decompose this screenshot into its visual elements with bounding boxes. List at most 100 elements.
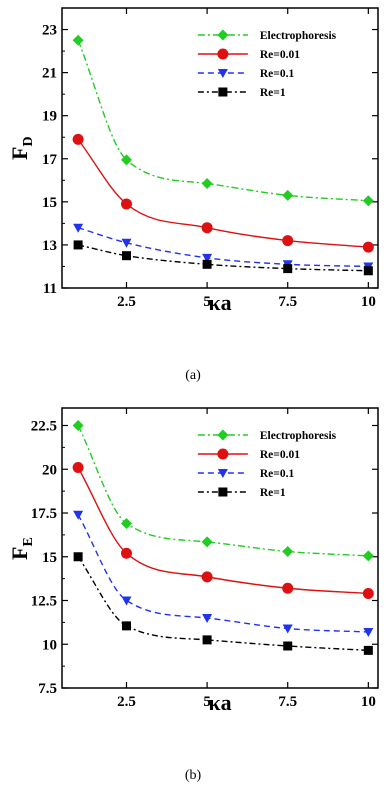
- x-tick-label: 2.5: [117, 294, 136, 310]
- data-point: [362, 588, 374, 599]
- y-tick-label: 11: [43, 281, 57, 297]
- legend: Electrophoresis Re=0.01 Re=0.1 Re=1: [197, 29, 337, 99]
- y-tick-label: 17: [42, 152, 58, 168]
- data-point: [363, 266, 373, 276]
- legend-label: Re=0.1: [260, 68, 295, 80]
- y-tick-label: 17.5: [31, 506, 57, 522]
- plot-frame: [61, 7, 379, 289]
- plot-frame: [61, 407, 379, 689]
- series-re-0-1: [73, 510, 374, 637]
- legend-label: Re=0.01: [260, 449, 300, 461]
- data-point: [202, 635, 212, 645]
- series-re-0-01: [72, 133, 374, 253]
- data-point: [121, 621, 131, 631]
- y-tick-label: 10: [42, 637, 57, 653]
- x-axis-label: κa: [208, 690, 231, 715]
- series-re-1: [73, 240, 373, 276]
- data-point: [73, 240, 83, 250]
- x-tick-label: 10: [361, 694, 376, 710]
- y-tick-label: 20: [42, 462, 57, 478]
- data-point: [201, 571, 213, 583]
- data-point: [121, 251, 131, 261]
- series-line: [77, 556, 369, 652]
- data-point: [282, 582, 294, 594]
- data-point: [362, 550, 374, 562]
- x-tick-label: 5: [203, 294, 211, 310]
- series-line: [77, 425, 369, 557]
- figure-b: 7.5 10 12.5 15 17.5 20 22.5 2.5 5 7.5 10 κa FE Electr…: [0, 400, 386, 800]
- x-tick-label: 5: [203, 694, 211, 710]
- legend-marker: [217, 448, 229, 460]
- data-point: [73, 510, 84, 520]
- legend-label: Re=1: [260, 87, 286, 99]
- data-point: [282, 189, 294, 201]
- x-tick-label: 7.5: [278, 294, 297, 310]
- data-point: [73, 552, 83, 562]
- data-point: [121, 596, 132, 606]
- data-point: [202, 259, 212, 269]
- data-point: [120, 547, 132, 559]
- data-point: [202, 614, 213, 623]
- series-line: [77, 138, 369, 248]
- figure-caption: (b): [184, 768, 202, 783]
- data-point: [72, 420, 84, 431]
- series-line: [77, 227, 369, 268]
- data-point: [282, 624, 293, 634]
- y-tick-label: 15: [42, 550, 57, 566]
- data-point: [202, 253, 213, 263]
- x-tick-label: 2.5: [117, 694, 136, 710]
- y-tick-label: 23: [42, 23, 57, 39]
- data-point: [120, 154, 132, 166]
- legend: Electrophoresis Re=0.01 Re=0.1 Re=1: [197, 429, 337, 499]
- data-point: [283, 264, 293, 274]
- legend-label: Re=1: [260, 487, 286, 499]
- series-line: [77, 244, 369, 272]
- figure-caption: (a): [185, 368, 201, 383]
- data-point: [73, 223, 84, 233]
- x-tick-label: 10: [361, 294, 376, 310]
- legend-marker: [217, 48, 229, 60]
- y-tick-label: 21: [42, 66, 57, 82]
- series-re-1: [73, 552, 373, 655]
- y-axis-label: FE: [7, 537, 36, 560]
- data-point: [72, 133, 84, 145]
- data-point: [363, 645, 373, 655]
- data-point: [72, 462, 84, 473]
- y-tick-label: 12.5: [31, 594, 57, 610]
- y-tick-label: 15: [42, 195, 57, 211]
- figure-a: 11 13 15 17 19 21 23 2.5 5 7.5 10 κa FD Electrophores…: [7, 7, 379, 383]
- data-point: [120, 518, 132, 529]
- y-tick-label: 13: [42, 238, 57, 254]
- series-line: [77, 40, 369, 202]
- legend-marker: [218, 487, 228, 497]
- legend-label: Re=0.01: [260, 49, 300, 61]
- y-tick-label: 19: [42, 109, 57, 125]
- y-tick-label: 22.5: [31, 419, 57, 435]
- x-axis-label: κa: [208, 290, 231, 315]
- legend-marker: [218, 87, 228, 97]
- y-axis-label: FD: [7, 136, 36, 160]
- data-point: [121, 238, 132, 248]
- data-point: [120, 198, 132, 210]
- legend-marker: [217, 29, 229, 41]
- series-line: [77, 514, 369, 633]
- data-point: [363, 628, 374, 637]
- legend-marker: [217, 429, 229, 441]
- data-point: [72, 34, 84, 46]
- series-re-0-1: [73, 223, 374, 272]
- data-point: [362, 241, 374, 253]
- legend-marker: [217, 69, 228, 78]
- data-point: [283, 641, 293, 651]
- data-point: [201, 178, 213, 190]
- series-line: [77, 467, 369, 595]
- series-electrophoresis: [72, 420, 374, 562]
- series-electrophoresis: [72, 34, 374, 207]
- x-tick-label: 7.5: [278, 694, 297, 710]
- legend-label: Electrophoresis: [260, 30, 337, 42]
- legend-label: Electrophoresis: [260, 430, 337, 442]
- data-point: [201, 536, 213, 548]
- data-point: [362, 195, 374, 207]
- chart-fe: 7.5 10 12.5 15 17.5 20 22.5 2.5 5 7.5 10 κa FE Electr…: [7, 407, 379, 715]
- data-point: [201, 222, 213, 234]
- legend-marker: [217, 469, 228, 478]
